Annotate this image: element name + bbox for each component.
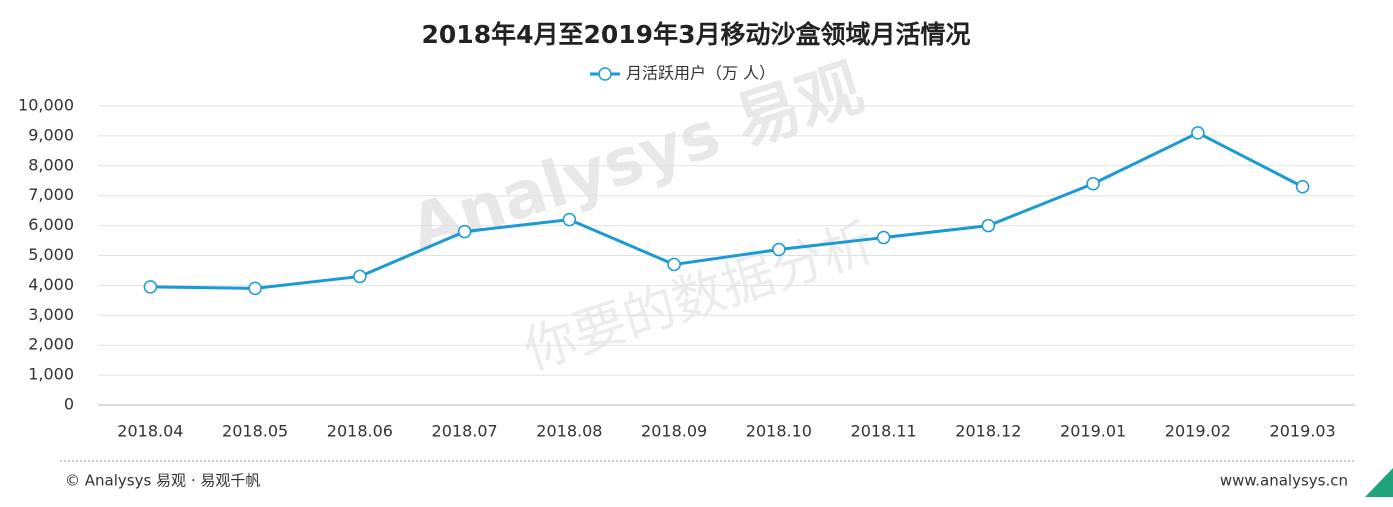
y-tick-label: 4,000	[28, 275, 74, 294]
x-tick-label: 2018.10	[746, 422, 812, 441]
y-tick-label: 6,000	[28, 215, 74, 234]
footer-left: © Analysys 易观 · 易观千帆	[65, 472, 260, 490]
point	[457, 224, 472, 239]
corner-decoration	[1365, 468, 1393, 497]
x-tick-label: 2018.09	[641, 422, 707, 441]
x-tick-label: 2019.01	[1060, 422, 1126, 441]
x-tick-label: 2018.12	[955, 422, 1021, 441]
point	[1086, 176, 1100, 191]
y-tick-label: 7,000	[28, 185, 74, 204]
legend-marker	[598, 67, 612, 81]
x-tick-label: 2019.02	[1165, 422, 1231, 441]
y-tick-label: 8,000	[28, 155, 74, 174]
x-tick-label: 2018.04	[117, 422, 183, 441]
point	[981, 218, 996, 233]
x-tick-label: 2019.03	[1270, 422, 1336, 441]
chart-title: 2018年4月至2019年3月移动沙盒领域月活情况	[422, 20, 971, 49]
x-tick-label: 2018.05	[222, 422, 288, 441]
point	[876, 230, 891, 245]
line	[150, 131, 1304, 290]
point	[772, 242, 786, 257]
point	[667, 257, 681, 272]
point	[1295, 179, 1310, 194]
x-tick-label: 2018.11	[851, 422, 917, 441]
watermark: 你要的数据分析	[517, 212, 882, 382]
y-tick-label: 2,000	[28, 335, 74, 354]
y-tick-label: 5,000	[28, 245, 74, 264]
y-tick-label: 0	[64, 395, 74, 414]
point	[1191, 126, 1205, 140]
x-tick-label: 2018.07	[432, 422, 498, 441]
y-tick-label: 3,000	[28, 305, 74, 324]
point	[353, 269, 367, 284]
y-tick-label: 9,000	[28, 125, 74, 144]
footer-right: www.analysys.cn	[1220, 472, 1348, 490]
y-tick-label: 10,000	[18, 96, 74, 115]
point	[143, 280, 158, 294]
x-tick-label: 2018.06	[327, 422, 393, 441]
y-tick-label: 1,000	[28, 365, 74, 384]
point	[248, 281, 262, 296]
legend-label: 月活跃用户（万 人）	[626, 64, 775, 83]
x-tick-label: 2018.08	[536, 422, 602, 441]
point	[562, 212, 577, 227]
